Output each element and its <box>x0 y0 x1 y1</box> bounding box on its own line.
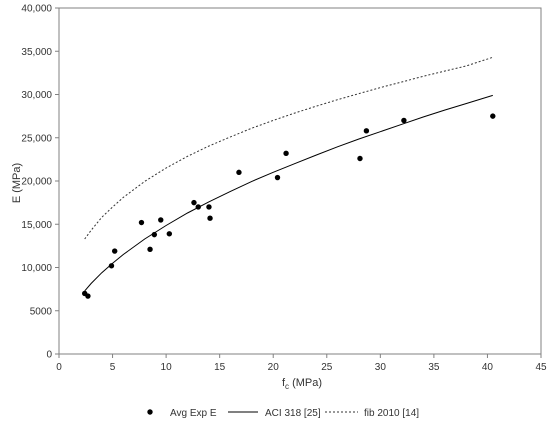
data-point <box>401 117 407 124</box>
data-point <box>111 248 118 254</box>
data-point <box>357 155 363 162</box>
data-point <box>236 169 242 176</box>
data-point <box>191 199 197 206</box>
series-line-aci-318 <box>84 94 493 292</box>
series-lines <box>84 56 493 292</box>
series-points <box>82 113 496 299</box>
legend-label-fib-2010: fib 2010 [14] <box>364 408 419 419</box>
plot-frame <box>58 7 542 355</box>
legend-item-fib-2010: fib 2010 [14] <box>325 408 419 419</box>
axes <box>58 7 542 355</box>
y-tick-label: 25,000 <box>21 133 52 144</box>
data-point <box>207 215 213 221</box>
y-tick-label: 40,000 <box>21 4 52 15</box>
x-tick-label: 10 <box>161 362 173 373</box>
x-tick-label: 15 <box>214 362 226 373</box>
x-tick-label: 25 <box>321 362 333 373</box>
data-point <box>363 128 370 134</box>
data-point <box>158 217 164 223</box>
data-point <box>274 174 281 181</box>
y-tick-label: 35,000 <box>21 47 52 58</box>
legend-label-aci-318: ACI 318 [25] <box>265 408 321 419</box>
y-tick-label: 30,000 <box>21 90 52 101</box>
y-tick-label: 5000 <box>30 306 53 317</box>
series-line-fib-2010 <box>84 56 493 240</box>
legend: Avg Exp E ACI 318 [25] fib 2010 [14] <box>147 408 419 419</box>
legend-item-aci-318: ACI 318 [25] <box>228 408 321 419</box>
data-point <box>195 204 201 210</box>
data-point <box>206 204 212 210</box>
x-tick-label: 40 <box>482 362 494 373</box>
y-tick-label: 15,000 <box>21 220 52 231</box>
y-tick-label: 20,000 <box>21 177 52 188</box>
y-axis-ticks: 0 5000 10,000 15,000 20,000 25,000 30,000 35,00… <box>21 4 59 361</box>
data-point <box>283 150 289 157</box>
x-axis-title-main: f <box>282 377 286 389</box>
legend-marker-avg-exp-e <box>147 409 153 415</box>
y-tick-label: 10,000 <box>21 263 52 274</box>
x-tick-label: 30 <box>375 362 387 373</box>
data-point <box>85 293 91 299</box>
x-axis-title-unit: (MPa) <box>289 377 322 389</box>
data-point <box>147 246 153 253</box>
data-point <box>108 263 115 269</box>
data-point <box>151 231 158 238</box>
legend-label-avg-exp-e: Avg Exp E <box>170 408 217 419</box>
x-axis-ticks: 0 5 10 15 20 25 30 35 40 45 <box>56 354 547 373</box>
y-axis-title: E (MPa) <box>11 163 23 203</box>
x-tick-label: 20 <box>268 362 280 373</box>
x-tick-label: 5 <box>110 362 116 373</box>
x-tick-label: 45 <box>535 362 547 373</box>
x-tick-label: 35 <box>428 362 440 373</box>
x-axis-title: fc (MPa) <box>282 377 322 391</box>
data-point <box>490 113 496 119</box>
x-tick-label: 0 <box>56 362 62 373</box>
x-axis-title-subscript: c <box>285 382 289 391</box>
data-point <box>138 219 145 226</box>
legend-item-avg-exp-e: Avg Exp E <box>147 408 217 419</box>
y-tick-label: 0 <box>46 350 52 361</box>
data-point <box>166 231 173 237</box>
